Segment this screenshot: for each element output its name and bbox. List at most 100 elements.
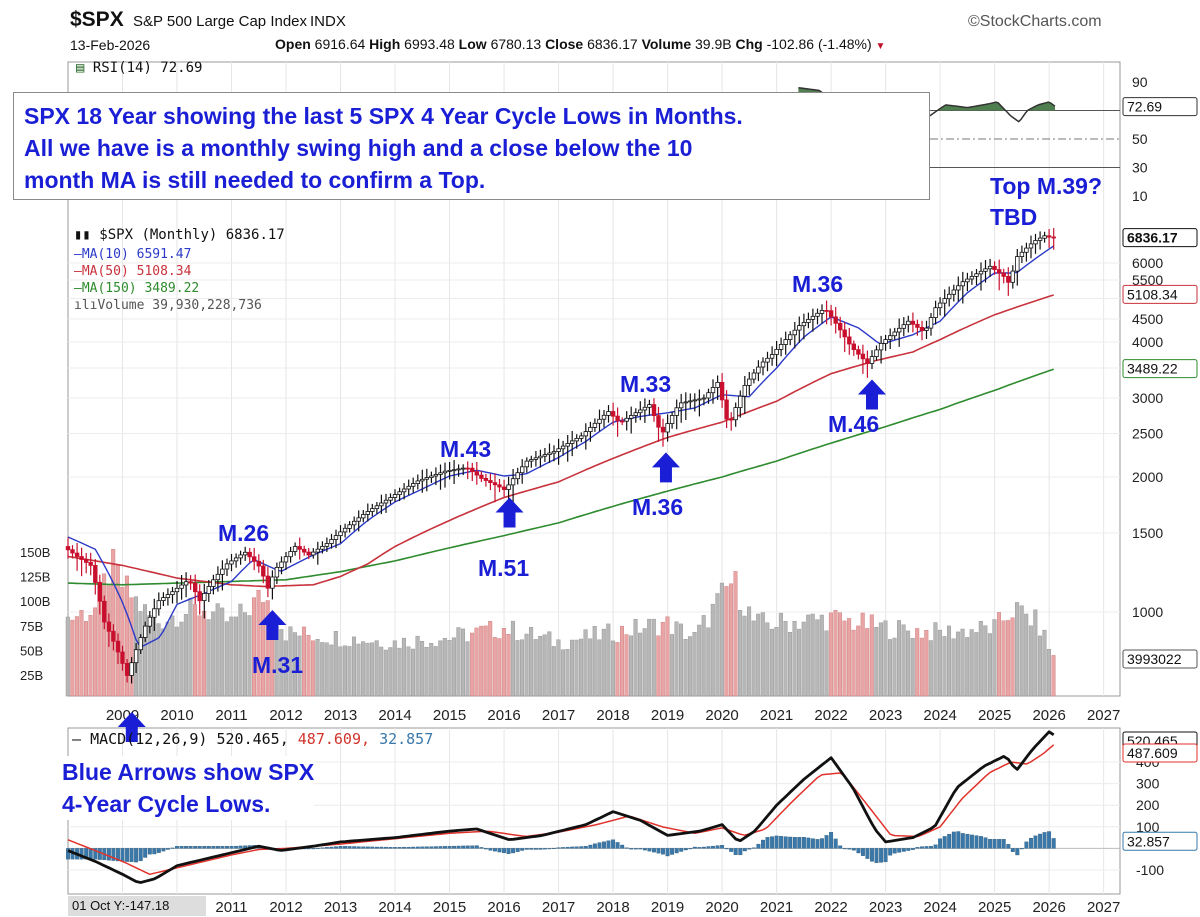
volume-bar <box>347 646 352 697</box>
volume-bar <box>211 611 216 697</box>
volume-bar <box>197 615 202 697</box>
macd-histogram-bar <box>711 845 715 849</box>
price-candle-body <box>688 400 693 403</box>
macd-histogram-bar <box>833 838 838 849</box>
macd-histogram-bar <box>910 848 915 850</box>
volume-bar <box>242 612 247 697</box>
macd-histogram-bar <box>956 831 961 849</box>
volume-bar <box>379 646 384 697</box>
price-candle-body <box>479 474 484 479</box>
macd-histogram-bar <box>960 833 965 849</box>
price-candle-body <box>510 478 516 486</box>
price-candle-body <box>124 663 130 676</box>
macd-histogram-bar <box>470 845 475 849</box>
price-candle-body <box>815 312 820 317</box>
price-candle-body <box>769 354 775 359</box>
macd-histogram-bar <box>461 845 466 849</box>
volume-bar <box>987 633 992 697</box>
macd-histogram-bar <box>1019 848 1024 850</box>
volume-bar <box>406 646 411 697</box>
volume-bar <box>1028 625 1033 697</box>
macd-tick-label: 100 <box>1136 819 1160 835</box>
axis-labels: 1000150020002500300040004500550060009070… <box>20 74 1198 916</box>
macd-histogram-bar <box>165 848 170 850</box>
price-candle-body <box>438 472 443 475</box>
ohlc-row: Open 6916.64 High 6993.48 Low 6780.13 Cl… <box>275 36 885 52</box>
volume-bar <box>93 607 98 697</box>
year-label: 2018 <box>596 707 629 724</box>
macd-histogram-bar <box>352 846 357 849</box>
volume-bar <box>465 641 470 697</box>
volume-bar <box>574 639 579 697</box>
legend-ma10-text: MA(10) 6591.47 <box>81 247 192 262</box>
legend-ma150: —MA(150) 3489.22 <box>74 281 200 296</box>
rsi-value-box <box>1122 97 1198 117</box>
price-candle-body <box>138 637 143 651</box>
volume-bar <box>910 638 915 697</box>
price-candle-body <box>669 415 675 425</box>
volume-value-label-box <box>1122 649 1198 669</box>
price-candle-body <box>960 281 965 287</box>
macd-histogram-bar <box>538 848 543 850</box>
macd-histogram-bar <box>806 837 811 849</box>
macd-histogram-bar <box>947 834 952 849</box>
annotation-top-m39: Top M.39? <box>990 173 1103 199</box>
volume-bar <box>688 636 693 697</box>
volume-bar <box>570 639 575 697</box>
price-candle-body <box>106 621 112 632</box>
macd-histogram-bar <box>116 848 120 862</box>
annotation-m26: M.26 <box>218 520 270 546</box>
price-candle-body <box>629 415 634 419</box>
volume-bar <box>674 621 679 697</box>
volume-bar <box>851 629 856 697</box>
macd-histogram-bar <box>724 848 729 850</box>
macd-histogram-bar <box>738 848 743 856</box>
volume-bar <box>120 586 125 697</box>
macd-line-icon: — <box>72 730 82 748</box>
volume-bar <box>206 619 211 697</box>
legend-ma10: —MA(10) 6591.47 <box>74 247 192 262</box>
macd-histogram-bar <box>602 841 606 849</box>
macd-histogram-bar <box>1038 833 1043 849</box>
macd-histogram-bar <box>361 846 366 849</box>
rsi-overbought-fill <box>798 87 1055 111</box>
volume-bar <box>488 621 493 697</box>
bottom-year-label: 2013 <box>324 899 357 916</box>
open-value: 6916.64 <box>314 36 366 52</box>
macd-histogram-bar <box>138 848 143 862</box>
open-label: Open <box>275 36 311 52</box>
ma150-value-label-box <box>1122 359 1198 379</box>
macd-histogram-bar <box>229 846 234 849</box>
price-candle-body <box>388 497 393 501</box>
macd-histogram-bar <box>456 845 461 849</box>
macd-histogram-bar <box>579 846 584 849</box>
macd-histogram-bar <box>897 848 902 853</box>
price-candle-body <box>579 435 584 439</box>
legend-ma50: —MA(50) 5108.34 <box>74 264 192 279</box>
price-candle-body <box>533 457 539 460</box>
legend-volume: ılıVolume 39,930,228,736 <box>74 297 262 314</box>
macd-histogram-bar <box>915 847 920 849</box>
price-candle-body <box>570 440 575 444</box>
volume-value: 39.9B <box>695 36 732 52</box>
volume-bar <box>542 634 547 697</box>
price-candle-body <box>88 562 93 566</box>
price-candle-body <box>806 318 811 323</box>
volume-bar <box>819 614 824 697</box>
macd-histogram-bar <box>847 848 852 850</box>
macd-histogram-bar <box>824 835 829 849</box>
macd-histogram-bar <box>856 848 861 854</box>
close-value: 6836.17 <box>587 36 638 52</box>
macd-histogram-bar <box>533 848 538 850</box>
volume-bar <box>928 640 933 697</box>
volume-bar <box>997 612 1002 697</box>
price-candle-body <box>797 325 802 331</box>
price-candle-body <box>1006 275 1011 283</box>
volume-bar <box>183 614 188 697</box>
price-candle-body <box>265 575 271 589</box>
volume-bar <box>297 635 302 697</box>
macd-histogram-bar <box>901 848 906 852</box>
volume-bar <box>1006 620 1011 697</box>
macd-signal-value-label: 487.609 <box>1127 745 1178 761</box>
rsi-tick-label: 50 <box>1132 131 1148 147</box>
